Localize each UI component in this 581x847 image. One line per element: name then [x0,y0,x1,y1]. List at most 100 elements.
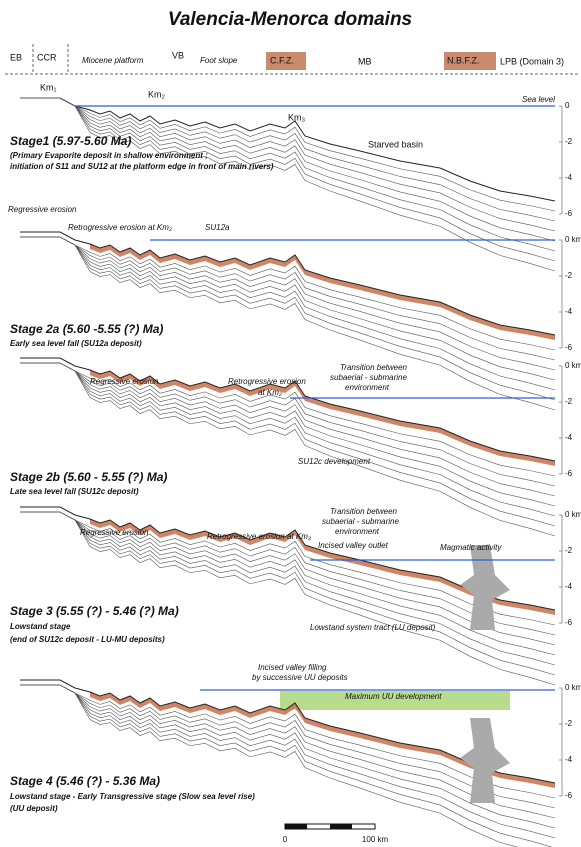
annotation: Incised valley filling [258,663,327,672]
annotation: by successive UU deposits [252,673,348,682]
stratum [20,511,556,686]
annotation: Starved basin [368,139,423,149]
stratum [20,236,556,351]
domain-label: Miocene platform [82,56,144,65]
nbfz-box [444,52,496,70]
depth-tick-label: -2 [565,719,573,728]
stratum [20,362,556,487]
annotation: Magmatic activity [440,543,502,552]
annotation: at Km₂ [258,388,282,397]
stratum [20,97,556,272]
annotation: Retrogressive erosion at Km₃ [207,532,311,541]
annotation: Transition between [330,507,398,516]
stratum [20,236,556,401]
scale-bar [284,823,376,830]
stratum [20,236,556,411]
stratum [20,684,556,839]
seabed [20,97,556,202]
stratum [20,97,556,242]
stage-title: Stage 2b (5.60 - 5.55 (?) Ma) [10,470,167,484]
magmatic-body [460,545,510,630]
deposit [90,370,555,466]
depth-tick-label: -4 [565,307,573,316]
stage-note: Lowstand stage [10,622,71,631]
domain-label: N.B.F.Z. [447,55,480,65]
annotation: environment [345,383,390,392]
annotation: Lowstand system tract (LU deposit) [310,623,436,632]
title: Valencia-Menorca domains [168,9,412,30]
domain-label: CCR [37,52,57,62]
stage-note: Late sea level fall (SU12c deposit) [10,487,139,496]
stage-title: Stage 3 (5.55 (?) - 5.46 (?) Ma) [10,604,179,618]
annotation: SU12a [205,223,230,232]
depth-tick-label: -6 [565,469,573,478]
stratum [20,362,556,517]
annotation: subaerial - submarine [322,517,399,526]
depth-tick-label: -6 [565,209,573,218]
stratum [20,511,556,626]
seabed [20,679,556,784]
stage-note: Lowstand stage - Early Transgressive sta… [10,792,255,801]
stratum [20,511,556,656]
seabed [20,357,556,462]
stage-note: initiation of S11 and SU12 at the platfo… [10,162,274,171]
domain-label: LPB (Domain 3) [500,56,564,66]
annotation: Transition between [340,363,408,372]
depth-tick-label: 0 km [565,361,581,370]
magmatic-body [460,718,510,803]
annotation: subaerial - submarine [330,373,407,382]
stratum [20,362,556,477]
annotation: Regressive erosion [8,205,77,214]
stratum [20,684,556,809]
annotation: Km₃ [288,112,306,122]
depth-tick-label: 0 [565,101,570,110]
stratum [20,236,556,371]
stratum [20,684,556,829]
seabed [20,506,556,611]
stage-note: (end of SU12c deposit - LU-MU deposits) [10,635,165,644]
cfz-box [266,52,306,70]
stage-title: Stage 4 (5.46 (?) - 5.36 Ma) [10,774,160,788]
annotation: environment [335,527,380,536]
depth-tick-label: -4 [565,582,573,591]
stage-note: (Primary Evaporite deposit in shallow en… [10,151,208,160]
stratum [20,684,553,847]
stage-title: Stage1 (5.97-5.60 Ma) [10,134,131,148]
depth-tick-label: -2 [565,546,573,555]
deposit [90,692,555,788]
depth-tick-label: -2 [565,137,573,146]
annotation: Regressive erosion [80,528,149,537]
deposit [90,519,555,615]
annotation: Km₂ [148,89,166,99]
domain-label: EB [10,52,22,62]
stratum [20,684,556,799]
stratum [20,511,556,646]
depth-tick-label: -6 [565,618,573,627]
stratum [20,97,556,232]
scale-label: 0 [283,835,288,844]
stage-note: Early sea level fall (SU12a deposit) [10,339,142,348]
stratum [20,236,556,361]
stage-note: (UU deposit) [10,804,58,813]
annotation: Regressive erosion [90,377,159,386]
depth-tick-label: -6 [565,791,573,800]
stratum [20,511,556,636]
uu-deposit [280,691,510,710]
stratum [20,511,556,666]
stratum [20,97,556,222]
depth-tick-label: 0 km [565,683,581,692]
seabed [20,231,556,336]
depth-tick-label: -2 [565,271,573,280]
domain-label: C.F.Z. [270,55,294,65]
stratum [20,362,556,507]
annotation: Retrogressive erosion [228,377,306,386]
stratum [20,684,556,819]
depth-tick-label: 0 km [565,510,581,519]
stratum [20,362,556,497]
stratum [20,236,556,381]
deposit [90,244,555,340]
stage-title: Stage 2a (5.60 -5.55 (?) Ma) [10,322,163,336]
depth-tick-label: -4 [565,433,573,442]
stratum [20,97,556,212]
